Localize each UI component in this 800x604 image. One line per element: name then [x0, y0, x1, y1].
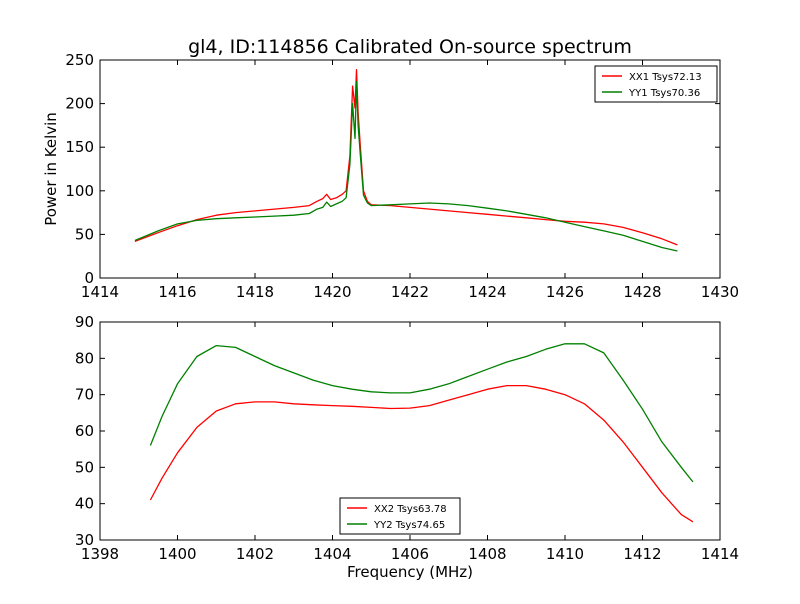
x-axis-label: Frequency (MHz) — [347, 563, 473, 581]
legend-label-2: YY1 Tsys70.36 — [628, 88, 700, 99]
x-tick-label: 1398 — [81, 545, 119, 563]
legend: XX1 Tsys72.13 YY1 Tsys70.36 — [594, 65, 718, 103]
x-tick-label: 1414 — [701, 545, 739, 563]
x-tick-label: 1404 — [313, 545, 351, 563]
y-tick-label: 100 — [65, 182, 94, 200]
x-tick-label: 1416 — [158, 283, 196, 301]
y-tick-label: 50 — [75, 225, 94, 243]
x-tick-label: 1420 — [313, 283, 351, 301]
legend-box — [594, 65, 718, 103]
y-tick-label: 70 — [75, 386, 94, 404]
series-line-1 — [149, 384, 694, 523]
legend-label-1: XX2 Tsys63.78 — [374, 504, 447, 515]
x-tick-label: 1424 — [468, 283, 506, 301]
x-tick-label: 1400 — [158, 545, 196, 563]
series-line-2 — [134, 81, 678, 252]
y-tick-label: 90 — [75, 313, 94, 331]
x-tick-label: 1402 — [236, 545, 274, 563]
y-tick-label: 250 — [65, 51, 94, 69]
legend-label-2: YY2 Tsys74.65 — [373, 520, 445, 531]
chart-title: gl4, ID:114856 Calibrated On-source spec… — [188, 36, 632, 58]
y-tick-label: 30 — [75, 531, 94, 549]
legend-label-1: XX1 Tsys72.13 — [629, 72, 702, 83]
x-tick-label: 1406 — [391, 545, 429, 563]
series-line-2 — [149, 343, 694, 483]
chart-1: gl4, ID:114856 Calibrated On-source spec… — [42, 36, 739, 301]
x-tick-label: 1418 — [236, 283, 274, 301]
y-tick-label: 150 — [65, 138, 94, 156]
x-tick-label: 1426 — [546, 283, 584, 301]
chart-2: Frequency (MHz) 1398 1400 1402 1404 1406 1408 1… — [75, 313, 739, 581]
legend-box — [339, 497, 461, 535]
x-tick-label: 1430 — [701, 283, 739, 301]
y-tick-label: 200 — [65, 95, 94, 113]
x-tick-label: 1414 — [81, 283, 119, 301]
y-tick-label: 80 — [75, 349, 94, 367]
x-tick-label: 1410 — [546, 545, 584, 563]
y-tick-label: 60 — [75, 422, 94, 440]
x-tick-label: 1428 — [623, 283, 661, 301]
x-tick-label: 1422 — [391, 283, 429, 301]
y-axis-label: Power in Kelvin — [42, 112, 60, 226]
x-tick-label: 1412 — [623, 545, 661, 563]
x-tick-label: 1408 — [468, 545, 506, 563]
y-tick-label: 40 — [75, 495, 94, 513]
y-tick-label: 50 — [75, 458, 94, 476]
legend: XX2 Tsys63.78 YY2 Tsys74.65 — [339, 497, 461, 535]
y-tick-label: 0 — [84, 269, 94, 287]
